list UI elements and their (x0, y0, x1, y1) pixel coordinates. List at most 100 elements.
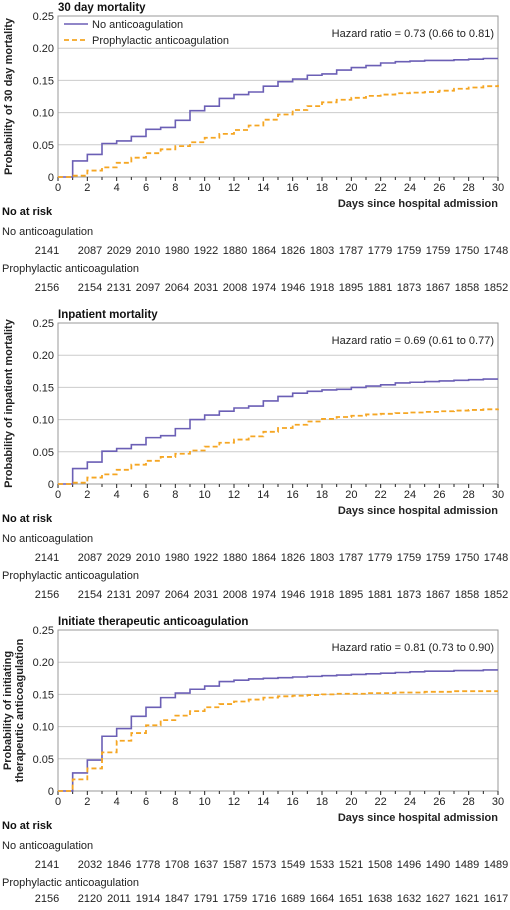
x-tick-label: 18 (316, 489, 328, 501)
at-risk-count: 1708 (165, 859, 189, 871)
at-risk-count: 1779 (368, 245, 392, 257)
at-risk-count: 1521 (339, 859, 363, 871)
at-risk-count: 1627 (426, 893, 450, 905)
at-risk-count: 1489 (484, 859, 508, 871)
y-tick-label: 0.10 (33, 108, 54, 120)
at-risk-count: 2141 (35, 552, 59, 564)
x-tick-label: 14 (257, 489, 269, 501)
at-risk-count: 1759 (426, 245, 450, 257)
at-risk-count: 1759 (426, 552, 450, 564)
at-risk-count: 1664 (310, 893, 334, 905)
at-risk-count: 1489 (455, 859, 479, 871)
at-risk-count: 1974 (252, 589, 276, 601)
x-tick-label: 28 (463, 796, 475, 808)
x-tick-label: 24 (404, 796, 416, 808)
at-risk-count: 1759 (397, 245, 421, 257)
at-risk-title: No at risk (2, 513, 53, 525)
at-risk-count: 2010 (136, 245, 160, 257)
at-risk-count: 2008 (223, 282, 247, 294)
at-risk-count: 2032 (78, 859, 102, 871)
x-tick-label: 28 (463, 489, 475, 501)
x-tick-label: 20 (345, 796, 357, 808)
at-risk-count: 2087 (78, 552, 102, 564)
at-risk-count: 2064 (165, 589, 189, 601)
x-tick-label: 22 (375, 489, 387, 501)
legend-label-prophylactic: Prophylactic anticoagulation (92, 35, 229, 47)
at-risk-count: 1617 (484, 893, 508, 905)
x-tick-label: 8 (172, 796, 178, 808)
at-risk-count: 1759 (223, 893, 247, 905)
at-risk-count: 2120 (78, 893, 102, 905)
series-line-prophylactic-anticoagulation (58, 408, 499, 485)
x-tick-label: 8 (172, 182, 178, 194)
at-risk-count: 1787 (339, 245, 363, 257)
y-tick-label: 0.05 (33, 754, 54, 766)
y-axis-label: Probability of initiatingtherapeutic ant… (2, 638, 26, 782)
hazard-ratio-annotation: Hazard ratio = 0.73 (0.66 to 0.81) (332, 28, 494, 40)
at-risk-count: 1867 (426, 282, 450, 294)
x-axis-label: Days since hospital admission (338, 505, 498, 517)
series-line-prophylactic-anticoagulation (58, 84, 499, 178)
x-tick-label: 24 (404, 489, 416, 501)
x-tick-label: 8 (172, 489, 178, 501)
y-tick-label: 0 (48, 786, 54, 798)
y-tick-label: 0.10 (33, 722, 54, 734)
x-tick-label: 24 (404, 182, 416, 194)
at-risk-count: 1873 (397, 589, 421, 601)
at-risk-count: 1980 (165, 245, 189, 257)
at-risk-count: 1826 (281, 552, 305, 564)
at-risk-group-label: Prophylactic anticoagulation (2, 263, 139, 275)
at-risk-count: 1858 (455, 282, 479, 294)
at-risk-count: 1864 (252, 245, 276, 257)
at-risk-count: 1759 (397, 552, 421, 564)
x-tick-label: 10 (199, 182, 211, 194)
at-risk-count: 1858 (455, 589, 479, 601)
legend-label-no-anticoagulation: No anticoagulation (92, 19, 183, 31)
at-risk-count: 2154 (78, 589, 102, 601)
y-tick-label: 0.15 (33, 382, 54, 394)
at-risk-count: 1638 (368, 893, 392, 905)
at-risk-count: 1791 (194, 893, 218, 905)
x-tick-label: 28 (463, 182, 475, 194)
at-risk-count: 1573 (252, 859, 276, 871)
at-risk-count: 1895 (339, 282, 363, 294)
x-tick-label: 18 (316, 796, 328, 808)
at-risk-count: 2154 (78, 282, 102, 294)
at-risk-count: 2087 (78, 245, 102, 257)
at-risk-count: 2031 (194, 282, 218, 294)
at-risk-count: 2011 (107, 893, 131, 905)
at-risk-count: 1918 (310, 282, 334, 294)
at-risk-count: 1980 (165, 552, 189, 564)
at-risk-count: 1621 (455, 893, 479, 905)
x-tick-label: 12 (228, 489, 240, 501)
at-risk-group-label: No anticoagulation (2, 840, 93, 852)
x-tick-label: 0 (55, 796, 61, 808)
at-risk-count: 2131 (107, 282, 131, 294)
at-risk-count: 1803 (310, 245, 334, 257)
at-risk-count: 1748 (484, 245, 508, 257)
at-risk-title: No at risk (2, 206, 53, 218)
at-risk-count: 1549 (281, 859, 305, 871)
x-tick-label: 16 (287, 182, 299, 194)
at-risk-count: 1651 (339, 893, 363, 905)
at-risk-count: 2141 (35, 859, 59, 871)
panel-title: 30 day mortality (58, 2, 146, 14)
plot-frame (57, 629, 499, 792)
panel-title: Initiate therapeutic anticoagulation (58, 616, 248, 628)
at-risk-count: 1880 (223, 552, 247, 564)
at-risk-count: 2010 (136, 552, 160, 564)
at-risk-count: 2008 (223, 589, 247, 601)
series-line-no-anticoagulation (58, 378, 498, 485)
x-tick-label: 16 (287, 796, 299, 808)
x-tick-label: 20 (345, 182, 357, 194)
y-tick-label: 0.05 (33, 140, 54, 152)
at-risk-count: 1864 (252, 552, 276, 564)
at-risk-count: 2097 (136, 589, 160, 601)
at-risk-count: 2097 (136, 282, 160, 294)
x-tick-label: 4 (114, 796, 120, 808)
x-tick-label: 12 (228, 182, 240, 194)
at-risk-count: 1946 (281, 282, 305, 294)
at-risk-count: 2029 (107, 552, 131, 564)
y-axis-label: Probability of 30 day mortality (3, 17, 15, 175)
